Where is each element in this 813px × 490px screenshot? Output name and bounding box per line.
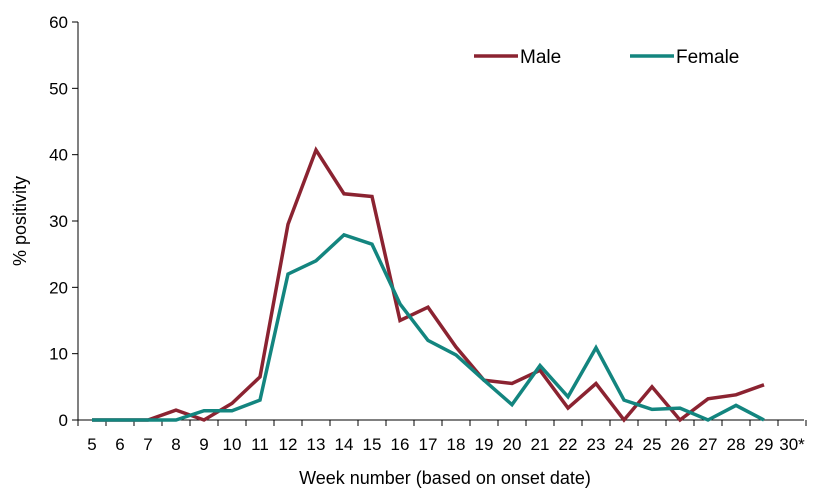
series-line-male [92, 146, 765, 423]
y-tick-label: 50 [49, 79, 68, 98]
x-tick-label: 6 [115, 435, 124, 454]
x-tick-label: 22 [559, 435, 578, 454]
series-line-female [92, 232, 765, 422]
legend-label-female: Female [676, 47, 739, 68]
x-tick-label: 19 [475, 435, 494, 454]
x-tick-label: 27 [699, 435, 718, 454]
legend: Male Female [474, 47, 739, 68]
y-tick-label: 40 [49, 146, 68, 165]
x-tick-label: 15 [363, 435, 382, 454]
x-tick-label: 13 [307, 435, 326, 454]
x-tick-label: 30* [779, 435, 805, 454]
x-tick-label: 28 [727, 435, 746, 454]
y-tick-label: 30 [49, 212, 68, 231]
x-axis-title: Week number (based on onset date) [299, 468, 591, 488]
x-tick-label: 26 [671, 435, 690, 454]
x-tick-label: 9 [199, 435, 208, 454]
x-tick-label: 5 [87, 435, 96, 454]
x-tick-label: 11 [251, 435, 269, 454]
x-tick-label: 12 [279, 435, 298, 454]
x-tick-label: 21 [531, 435, 550, 454]
y-tick-label: 20 [49, 278, 68, 297]
y-tick-label: 60 [49, 13, 68, 32]
x-tick-label: 24 [615, 435, 634, 454]
x-tick-label: 18 [447, 435, 466, 454]
x-tick-label: 16 [391, 435, 410, 454]
x-tick-label: 29 [755, 435, 774, 454]
x-tick-label: 23 [587, 435, 606, 454]
x-tick-label: 8 [171, 435, 180, 454]
y-axis-title: % positivity [10, 176, 30, 266]
x-tick-label: 7 [143, 435, 152, 454]
x-axis: 5 6 7 8 9 10 11 12 13 14 15 16 17 18 19 20 21 22 23 24 25 26 2… [77, 419, 807, 454]
legend-label-male: Male [520, 47, 561, 68]
y-axis: 0 10 20 30 40 50 60 [49, 13, 79, 430]
x-tick-label: 10 [223, 435, 242, 454]
series-layer [92, 146, 765, 423]
x-tick-label: 20 [503, 435, 522, 454]
y-tick-label: 0 [59, 411, 68, 430]
y-tick-label: 10 [49, 345, 68, 364]
x-tick-label: 17 [419, 435, 438, 454]
x-tick-label: 25 [643, 435, 662, 454]
x-tick-label: 14 [335, 435, 354, 454]
